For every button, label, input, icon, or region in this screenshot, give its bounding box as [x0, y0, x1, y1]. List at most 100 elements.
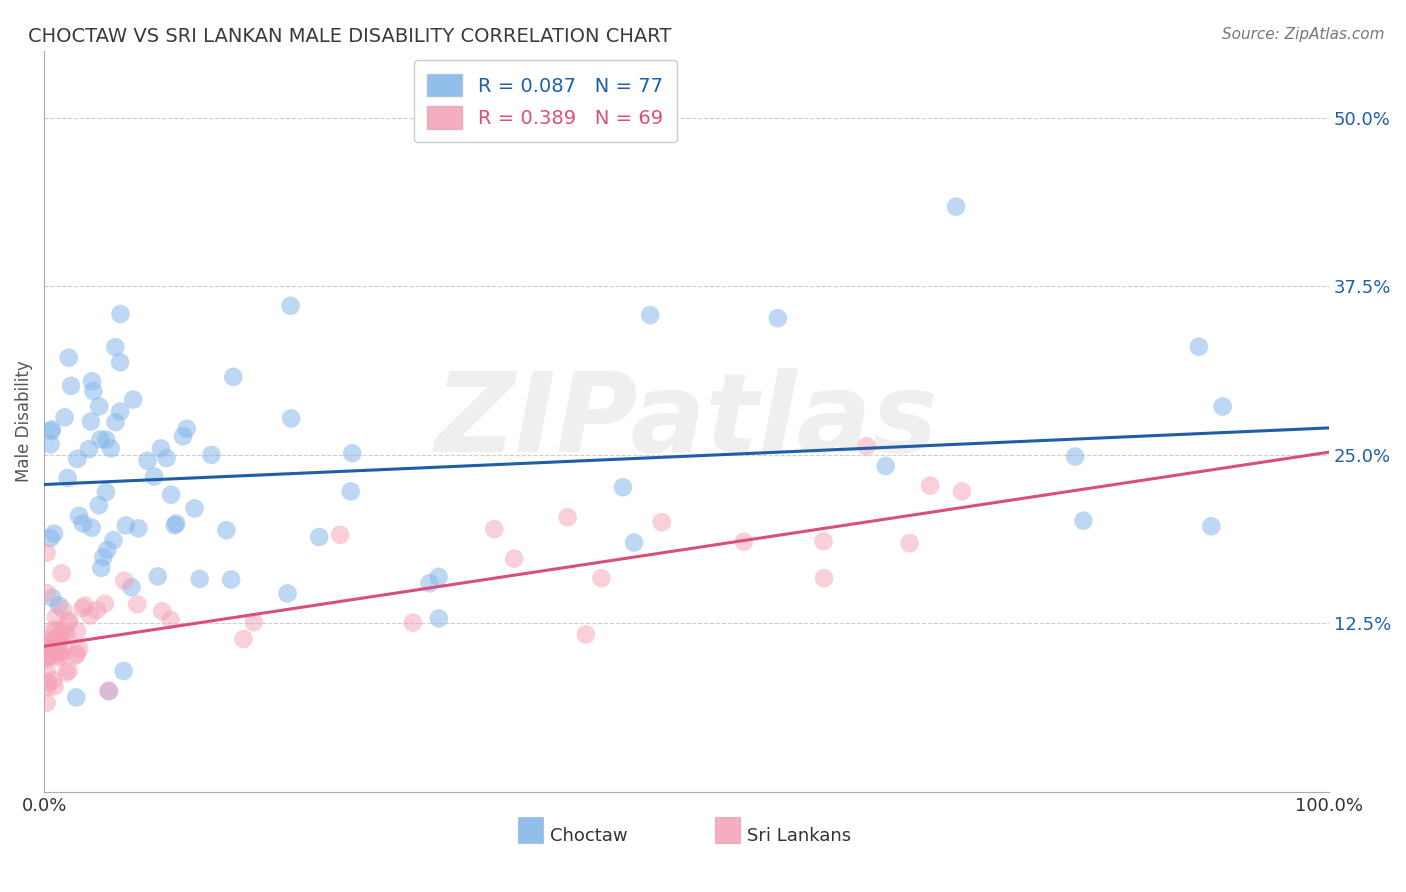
Point [48, 599, 70, 613]
Point [243, 615, 266, 629]
Point [35, 649, 58, 664]
Point [53, 410, 76, 425]
Point [114, 518, 136, 533]
Point [42, 526, 65, 541]
Point [66, 624, 89, 638]
Point [60, 379, 83, 393]
Point [38, 633, 60, 648]
Point [308, 530, 330, 544]
Point [39, 640, 62, 654]
Point [920, 478, 942, 492]
Point [1064, 450, 1087, 464]
Point [94, 485, 117, 500]
Point [37, 636, 59, 650]
Point [35, 681, 58, 695]
Point [342, 446, 364, 460]
Point [176, 422, 198, 436]
Point [35, 643, 58, 657]
Point [80, 521, 103, 535]
Point [39, 424, 62, 438]
Point [66, 451, 89, 466]
Point [482, 522, 505, 536]
Point [232, 632, 254, 646]
Point [122, 392, 145, 407]
Point [72, 601, 94, 615]
Point [329, 528, 352, 542]
Point [813, 571, 835, 585]
Point [65, 648, 87, 663]
Point [188, 572, 211, 586]
Point [67, 508, 90, 523]
Point [89, 400, 111, 414]
Point [73, 599, 96, 613]
Point [127, 521, 149, 535]
Point [89, 433, 111, 447]
Point [86, 603, 108, 617]
Point [94, 597, 117, 611]
Point [82, 384, 104, 398]
Point [280, 299, 302, 313]
Point [813, 534, 835, 549]
Point [94, 433, 117, 447]
Point [165, 516, 187, 531]
Point [44, 624, 66, 638]
Point [58, 614, 80, 628]
Legend: R = 0.087   N = 77, R = 0.389   N = 69: R = 0.087 N = 77, R = 0.389 N = 69 [413, 61, 676, 142]
Point [77, 442, 100, 457]
Point [104, 340, 127, 354]
Point [80, 415, 103, 429]
Point [503, 551, 526, 566]
Point [49, 648, 72, 663]
Point [1201, 519, 1223, 533]
Point [37, 675, 59, 690]
Point [41, 422, 63, 436]
Point [112, 574, 135, 588]
Point [46, 650, 69, 665]
Point [67, 641, 90, 656]
Point [72, 516, 94, 531]
Point [103, 533, 125, 548]
Point [49, 629, 72, 643]
Point [557, 510, 579, 524]
Point [66, 647, 89, 661]
Point [41, 591, 63, 605]
Point [35, 546, 58, 560]
Text: Source: ZipAtlas.com: Source: ZipAtlas.com [1222, 27, 1385, 42]
Point [51, 566, 73, 581]
Point [52, 602, 75, 616]
Point [97, 684, 120, 698]
Point [45, 634, 67, 648]
Point [280, 411, 302, 425]
Point [93, 550, 115, 565]
Point [1188, 340, 1211, 354]
Point [53, 640, 76, 655]
Point [39, 642, 62, 657]
Point [110, 307, 132, 321]
Point [127, 598, 149, 612]
Point [56, 471, 79, 485]
Point [56, 628, 79, 642]
Point [638, 308, 661, 322]
Point [149, 442, 172, 456]
Point [160, 488, 183, 502]
Point [427, 611, 450, 625]
Point [44, 679, 66, 693]
Text: Sri Lankans: Sri Lankans [747, 827, 851, 846]
Point [1212, 400, 1234, 414]
Point [950, 484, 973, 499]
Point [39, 643, 62, 657]
Point [58, 664, 80, 678]
Point [35, 586, 58, 600]
Point [143, 469, 166, 483]
Point [200, 448, 222, 462]
Point [108, 355, 131, 369]
Point [90, 561, 112, 575]
Text: CHOCTAW VS SRI LANKAN MALE DISABILITY CORRELATION CHART: CHOCTAW VS SRI LANKAN MALE DISABILITY CO… [28, 27, 672, 45]
Point [121, 580, 143, 594]
Point [183, 501, 205, 516]
Point [146, 569, 169, 583]
Point [100, 442, 122, 456]
Point [136, 454, 159, 468]
Point [110, 404, 132, 418]
Text: Choctaw: Choctaw [550, 827, 627, 846]
